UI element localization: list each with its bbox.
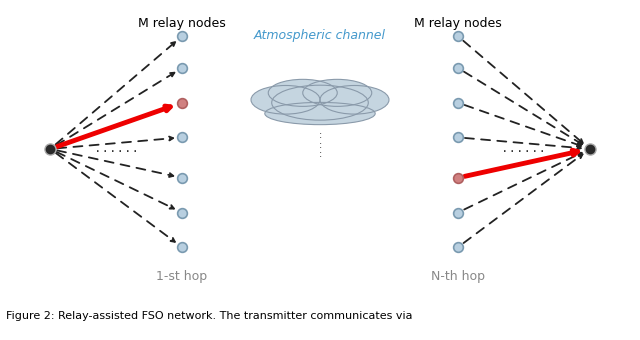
- Text: :
:
:: : : :: [318, 130, 322, 159]
- Ellipse shape: [303, 79, 372, 106]
- Text: ......: ......: [501, 142, 547, 155]
- Ellipse shape: [251, 85, 320, 114]
- Text: M relay nodes: M relay nodes: [138, 17, 226, 30]
- Ellipse shape: [265, 102, 375, 125]
- Text: M relay nodes: M relay nodes: [414, 17, 502, 30]
- Ellipse shape: [320, 85, 389, 114]
- Text: ......: ......: [93, 142, 139, 155]
- Text: N-th hop: N-th hop: [431, 270, 485, 283]
- Text: Figure 2: Relay-assisted FSO network. The transmitter communicates via: Figure 2: Relay-assisted FSO network. Th…: [6, 311, 413, 321]
- Text: Atmospheric channel: Atmospheric channel: [254, 29, 386, 42]
- Ellipse shape: [268, 79, 337, 106]
- Ellipse shape: [272, 85, 368, 120]
- Text: 1-st hop: 1-st hop: [156, 270, 207, 283]
